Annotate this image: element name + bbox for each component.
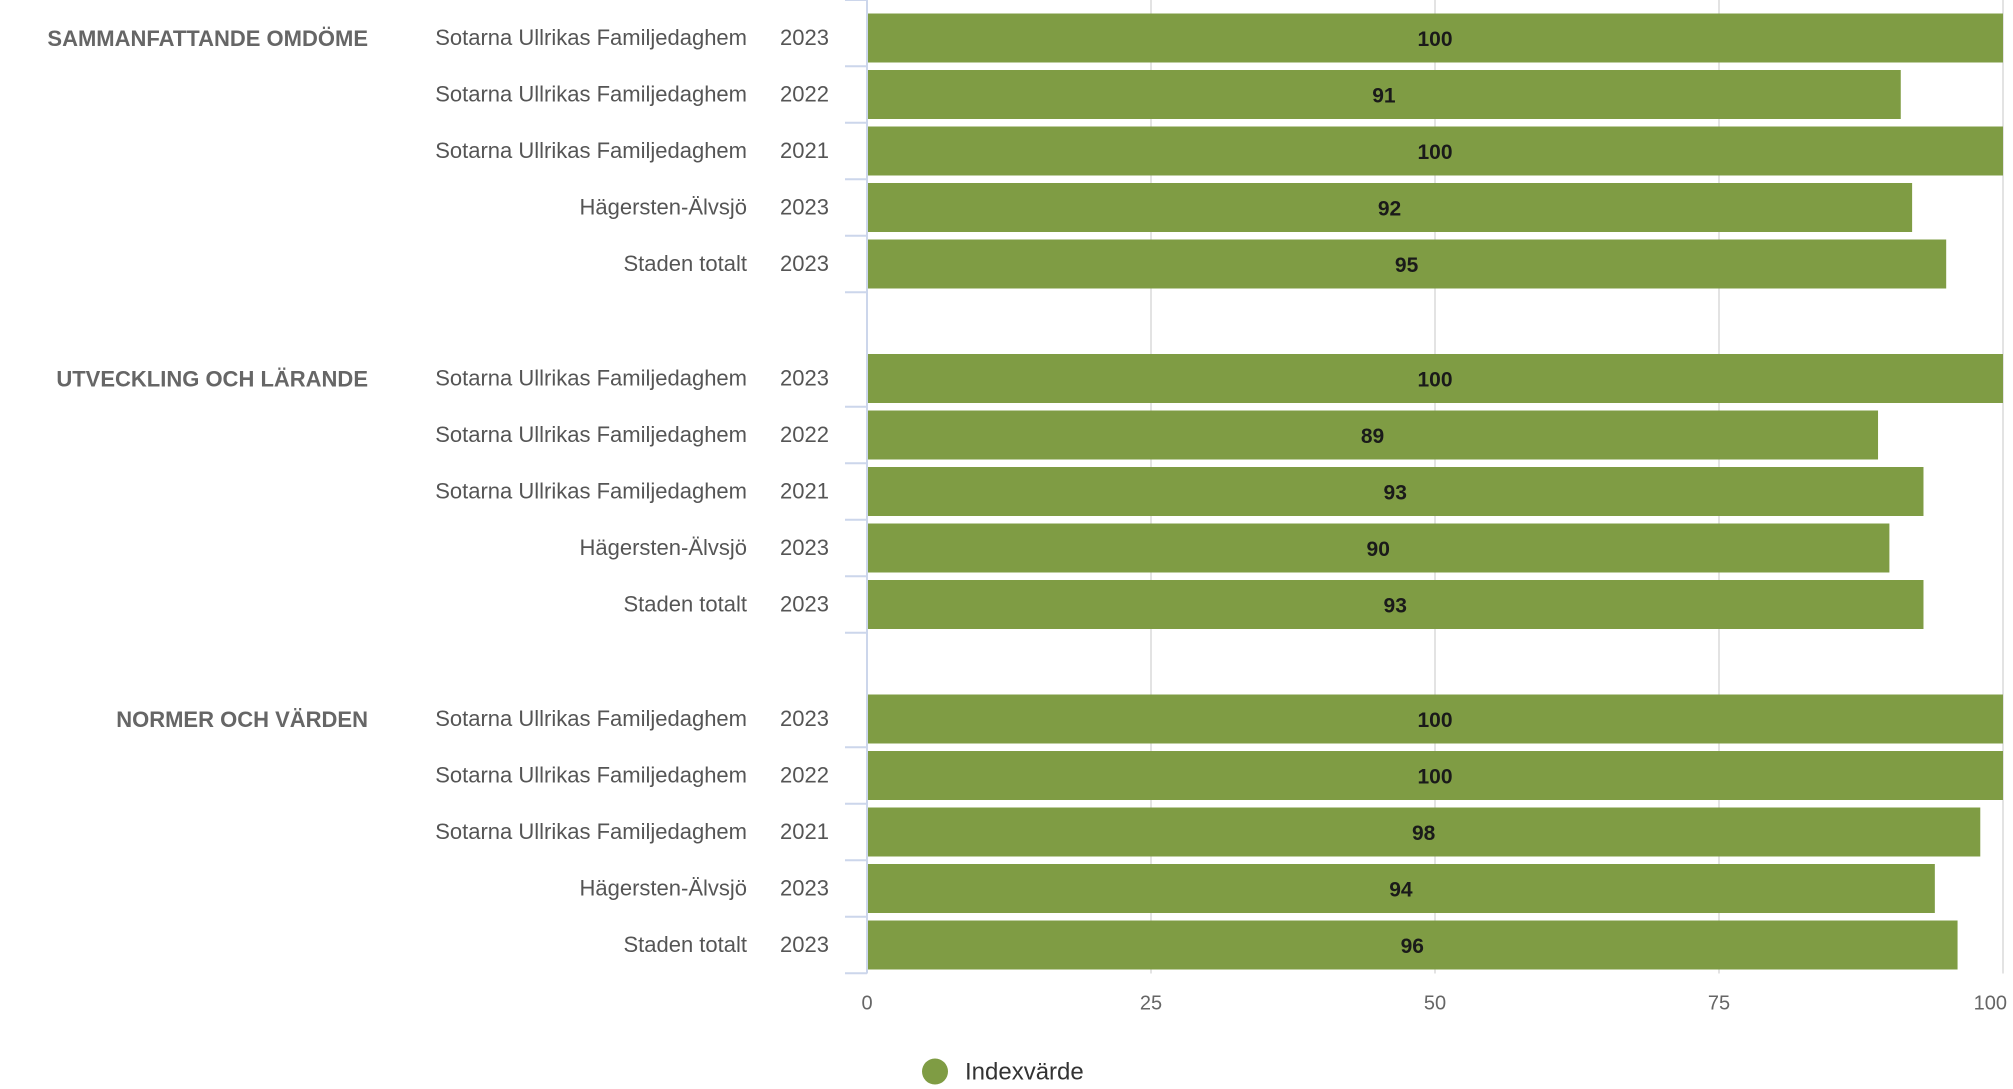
year-label: 2023: [780, 195, 829, 220]
data-label: 93: [1384, 482, 1407, 505]
data-label: 98: [1412, 822, 1436, 845]
year-label: 2023: [780, 535, 829, 560]
group-label: SAMMANFATTANDE OMDÖME: [47, 26, 368, 51]
bar[interactable]: [868, 13, 2003, 63]
entity-label: Hägersten-Älvsjö: [579, 876, 747, 901]
data-label: 96: [1401, 935, 1424, 958]
data-label: 91: [1372, 85, 1396, 108]
year-label: 2022: [780, 422, 829, 447]
bar[interactable]: [868, 807, 1981, 857]
entity-label: Sotarna Ullrikas Familjedaghem: [435, 763, 747, 788]
year-label: 2023: [780, 932, 829, 957]
entity-label: Sotarna Ullrikas Familjedaghem: [435, 366, 747, 391]
legend-label[interactable]: Indexvärde: [965, 1059, 1084, 1086]
year-label: 2021: [780, 138, 829, 163]
bar[interactable]: [868, 410, 1879, 460]
bar[interactable]: [868, 920, 1958, 970]
entity-label: Sotarna Ullrikas Familjedaghem: [435, 25, 747, 50]
entity-label: Sotarna Ullrikas Familjedaghem: [435, 82, 747, 107]
entity-label: Sotarna Ullrikas Familjedaghem: [435, 138, 747, 163]
year-label: 2023: [780, 366, 829, 391]
entity-label: Sotarna Ullrikas Familjedaghem: [435, 422, 747, 447]
x-tick-label: 100: [1974, 993, 2007, 1015]
bar[interactable]: [868, 467, 1924, 516]
entity-label: Staden totalt: [623, 932, 747, 957]
entity-label: Staden totalt: [623, 251, 747, 276]
entity-label: Hägersten-Älvsjö: [579, 535, 747, 560]
bar[interactable]: [868, 751, 2003, 800]
bar[interactable]: [868, 694, 2003, 744]
group-label: NORMER OCH VÄRDEN: [116, 707, 368, 732]
bar[interactable]: [868, 354, 2003, 403]
entity-label: Staden totalt: [623, 592, 747, 617]
year-label: 2021: [780, 479, 829, 504]
data-label: 100: [1417, 28, 1452, 51]
entity-label: Sotarna Ullrikas Familjedaghem: [435, 819, 747, 844]
bars: 100 91 100 92 95 100 89 93 90 93 100 100 98 94 96: [868, 13, 2003, 970]
bar[interactable]: [868, 523, 1890, 573]
x-tick-label: 75: [1708, 993, 1730, 1015]
x-tick-label: 0: [861, 993, 872, 1015]
data-label: 89: [1361, 425, 1384, 448]
data-label: 90: [1367, 538, 1390, 561]
data-label: 92: [1378, 198, 1401, 221]
data-label: 94: [1389, 879, 1413, 902]
data-label: 93: [1384, 595, 1407, 618]
bar[interactable]: [868, 239, 1947, 289]
legend-marker[interactable]: [922, 1058, 948, 1085]
year-label: 2022: [780, 82, 829, 107]
data-label: 100: [1417, 709, 1452, 732]
entity-label: Sotarna Ullrikas Familjedaghem: [435, 479, 747, 504]
data-label: 95: [1395, 254, 1419, 277]
entity-label: Hägersten-Älvsjö: [579, 195, 747, 220]
bar[interactable]: [868, 864, 1935, 913]
x-axis: 0 25 50 75 100: [845, 0, 2007, 1015]
data-label: 100: [1417, 141, 1452, 164]
year-label: 2022: [780, 763, 829, 788]
year-label: 2023: [780, 706, 829, 731]
bar[interactable]: [868, 70, 1901, 119]
group-label: UTVECKLING OCH LÄRANDE: [56, 367, 368, 392]
bar[interactable]: [868, 580, 1924, 629]
year-label: 2023: [780, 251, 829, 276]
bar[interactable]: [868, 183, 1913, 232]
year-label: 2023: [780, 876, 829, 901]
data-label: 100: [1417, 369, 1452, 392]
entity-label: Sotarna Ullrikas Familjedaghem: [435, 706, 747, 731]
category-labels: SAMMANFATTANDE OMDÖME Sotarna Ullrikas Fa…: [47, 25, 829, 957]
legend[interactable]: Indexvärde: [922, 1058, 1084, 1086]
bar[interactable]: [868, 126, 2003, 176]
year-label: 2021: [780, 819, 829, 844]
x-tick-label: 50: [1424, 993, 1446, 1015]
data-label: 100: [1417, 766, 1452, 789]
x-tick-label: 25: [1140, 993, 1162, 1015]
year-label: 2023: [780, 592, 829, 617]
year-label: 2023: [780, 25, 829, 50]
